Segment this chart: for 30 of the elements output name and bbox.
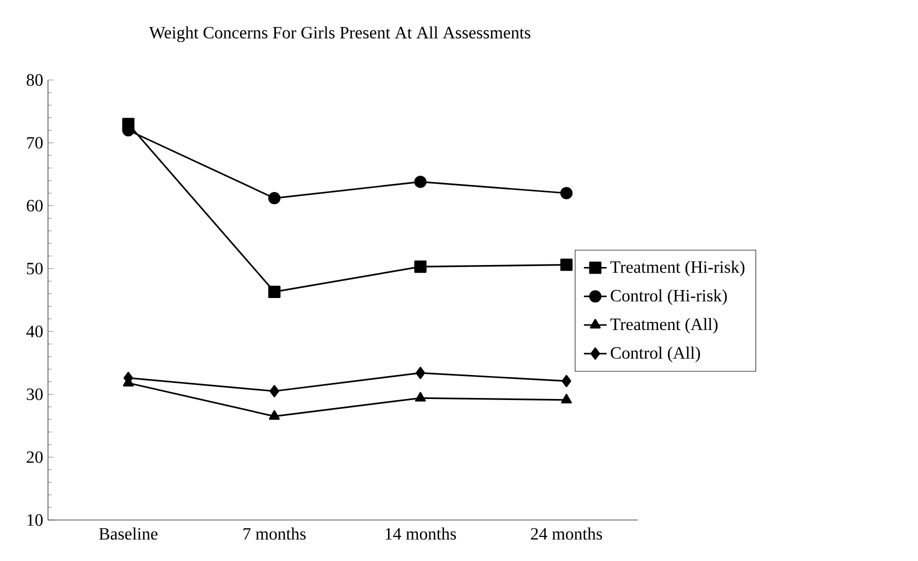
point — [268, 410, 280, 420]
y-tick-label: 70 — [27, 137, 43, 149]
point — [414, 176, 427, 188]
y-tick-label: 10 — [28, 514, 43, 526]
point — [414, 260, 427, 273]
point — [268, 192, 280, 204]
legend-label: Control (All) — [610, 346, 700, 362]
point — [416, 366, 426, 380]
x-tick-label: 7 months — [244, 528, 306, 540]
point — [414, 392, 426, 402]
legend-label: Treatment (All) — [610, 318, 718, 334]
legend-label: Treatment (Hi-risk) — [610, 260, 744, 276]
y-tick-label: 40 — [26, 326, 43, 338]
point — [562, 374, 572, 388]
chart-title: Weight Concerns For Girls Present At All Assessments — [149, 26, 530, 42]
point — [270, 385, 280, 398]
legend-label: Control (Hi-risk) — [610, 289, 727, 306]
y-tick-label: 50 — [27, 262, 43, 274]
point — [122, 118, 134, 130]
y-tick-label: 60 — [26, 200, 43, 212]
point — [268, 286, 280, 298]
y-tick-label: 20 — [26, 451, 43, 463]
y-tick-label: 80 — [26, 74, 43, 86]
x-tick-label: 24 months — [530, 528, 602, 540]
x-tick-label: Baseline — [99, 528, 158, 540]
point — [560, 187, 573, 200]
y-tick-label: 30 — [26, 388, 43, 400]
x-tick-label: 14 months — [386, 528, 456, 540]
point — [561, 394, 572, 404]
point — [560, 258, 573, 271]
